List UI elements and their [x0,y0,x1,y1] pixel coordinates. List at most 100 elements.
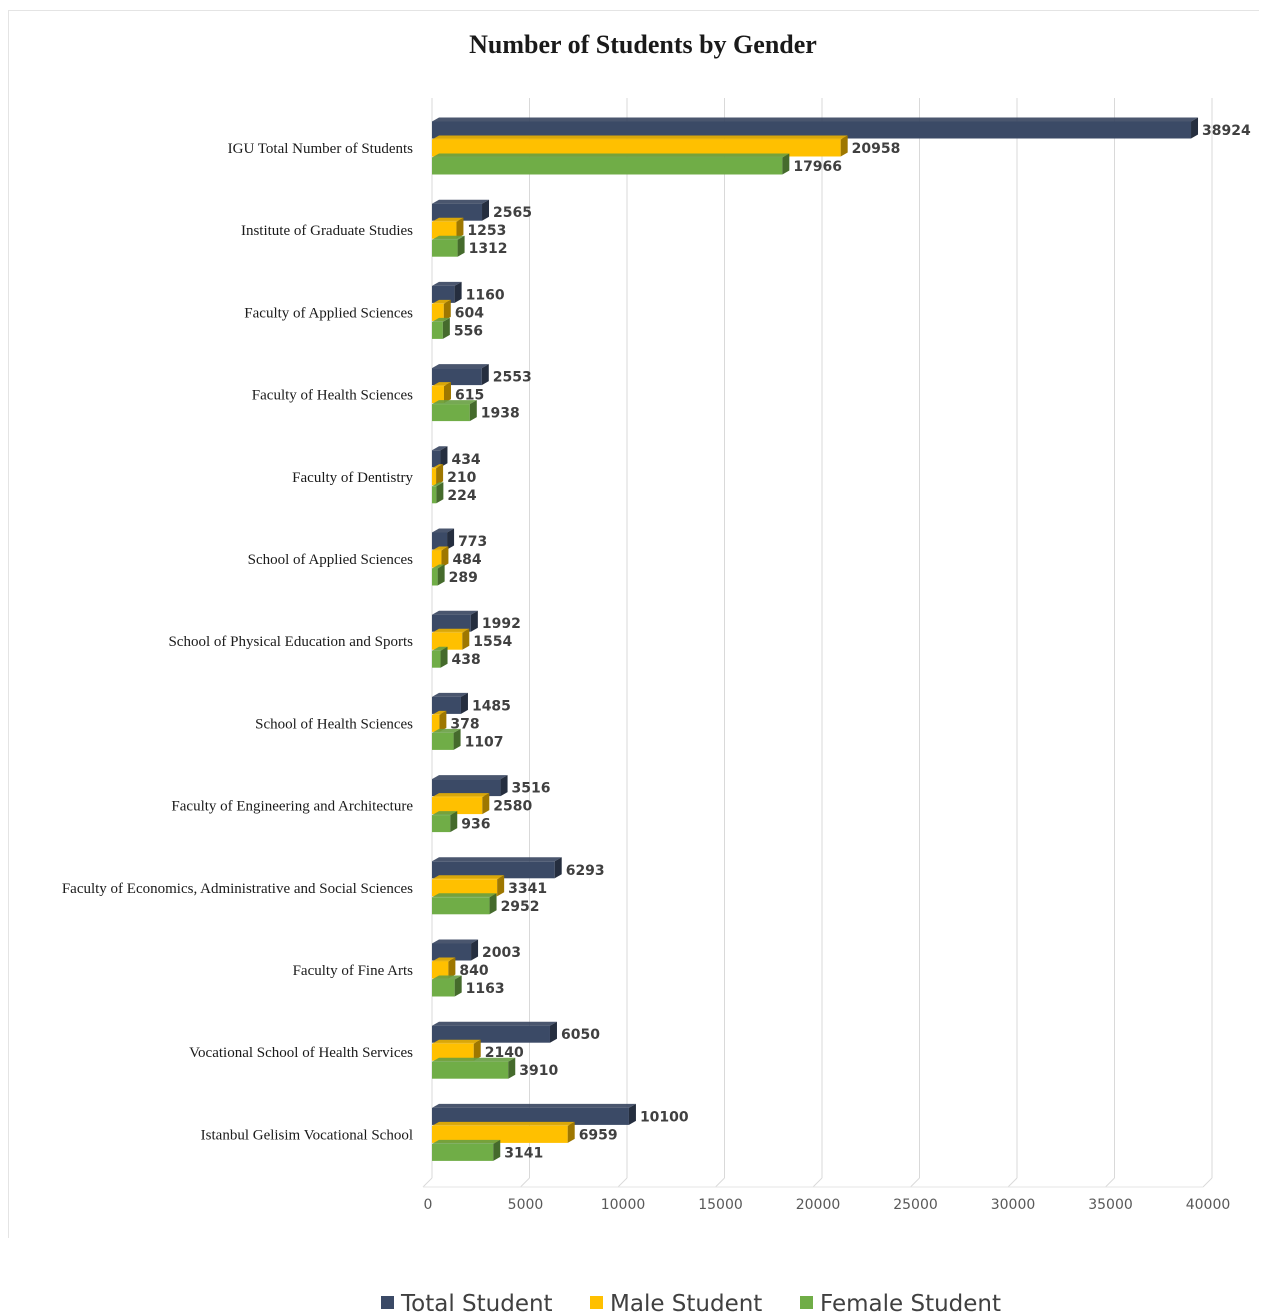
gridline-floor [520,1177,530,1188]
bar-top-face [432,710,447,715]
bar [432,404,470,422]
data-label: 3141 [504,1145,543,1161]
data-label: 6050 [561,1027,600,1043]
data-label: 840 [459,963,488,979]
category-label: IGU Total Number of Students [228,141,413,157]
bar [432,486,437,504]
bar-end-face [1191,117,1199,139]
bar [432,979,455,997]
bar-end-face [470,610,478,632]
bar-end-face [473,1039,481,1061]
data-label: 1554 [473,634,512,650]
gridline-floor [1007,1177,1018,1188]
bar-end-face [554,857,562,879]
bar-end-face [497,875,505,897]
gridline-floor [715,1177,725,1188]
bar [432,203,483,221]
x-tick-label: 15000 [698,1197,743,1213]
bar [432,1143,494,1161]
data-label: 2003 [482,945,521,961]
legend-swatch [590,1296,603,1309]
bar-end-face [481,364,489,386]
data-label: 936 [461,817,490,833]
data-label: 38924 [1202,123,1251,139]
data-label: 1938 [481,406,520,422]
category-label: Faculty of Economics, Administrative and… [62,881,413,897]
legend: Total Student Male Student Female Student [381,1291,1001,1314]
legend-swatch [800,1296,813,1309]
bar-end-face [469,400,477,422]
bar-end-face [439,710,447,732]
bar-top-face [432,610,478,615]
bar-end-face [482,199,490,221]
bar-top-face [432,235,465,240]
x-tick-label: 25000 [893,1197,938,1213]
data-label: 2565 [493,205,532,221]
bar-top-face [432,299,451,304]
gridline-floor [1105,1177,1115,1188]
bar-end-face [442,317,450,339]
data-label: 2580 [493,799,532,815]
bar-top-face [432,281,462,286]
data-label: 1163 [466,981,505,997]
data-label: 210 [447,470,476,486]
data-label: 434 [451,452,480,468]
bar [432,732,454,750]
bar-end-face [448,957,456,979]
x-tick-label: 5000 [508,1197,544,1213]
data-label: 484 [452,552,481,568]
bar-end-face [443,382,451,404]
bar-top-face [432,1057,516,1062]
data-label: 2952 [501,899,540,915]
data-label: 1992 [482,616,521,632]
bar-end-face [447,528,455,550]
category-label: School of Physical Education and Sports [168,634,413,650]
data-label: 2140 [485,1045,524,1061]
bar-end-face [436,464,444,486]
category-label: School of Health Sciences [255,716,413,732]
bar-end-face [493,1139,501,1161]
bar-top-face [432,464,444,469]
bar [432,121,1192,139]
bar-end-face [457,235,465,257]
data-label: 604 [455,305,484,321]
category-label: Faculty of Applied Sciences [244,305,413,321]
bar-top-face [432,217,464,222]
category-label: Vocational School of Health Services [189,1045,413,1061]
bar [432,303,444,321]
bar [432,961,449,979]
bar [432,239,458,257]
gridline-floor [422,1177,433,1188]
data-label: 2553 [493,370,532,386]
bar [432,532,448,550]
bar-end-face [567,1121,575,1143]
bar-end-face [489,893,497,915]
x-tick-label: 30000 [991,1197,1036,1213]
bar-top-face [432,728,461,733]
x-tick-label: 35000 [1088,1197,1133,1213]
bar-top-face [432,546,449,551]
data-label: 224 [447,488,476,504]
data-label: 615 [455,388,484,404]
category-label: Institute of Graduate Studies [241,223,413,239]
bar-top-face [432,692,468,697]
data-label: 20958 [852,141,901,157]
bar-top-face [432,957,456,962]
bar-top-face [432,628,470,633]
category-labels: IGU Total Number of Students Institute of… [62,141,414,1143]
bar-top-face [432,893,497,898]
category-label: Faculty of Engineering and Architecture [171,799,413,815]
chart-title: Number of Students by Gender [469,30,817,59]
category-label: Faculty of Health Sciences [252,388,413,404]
bar [432,650,441,668]
bar [432,386,444,404]
bar [432,696,461,714]
x-tick-label: 10000 [601,1197,646,1213]
bar [432,779,501,797]
bar-end-face [482,793,490,815]
bar-end-face [454,975,462,997]
legend-swatch [381,1296,394,1309]
bar [432,897,490,915]
bar-top-face [432,153,790,158]
bar [432,1125,568,1143]
